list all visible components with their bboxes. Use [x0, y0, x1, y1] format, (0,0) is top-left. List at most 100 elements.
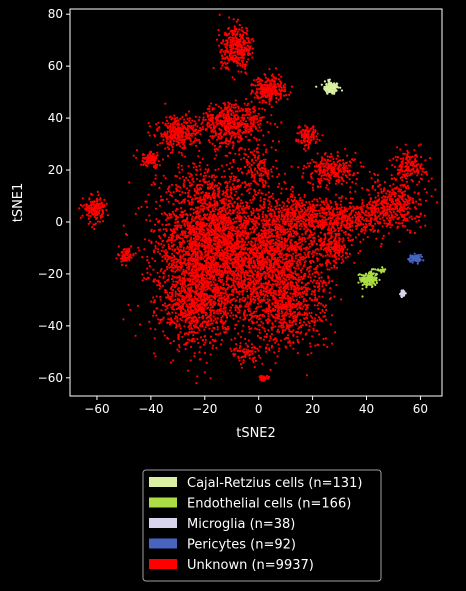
- data-point: [213, 327, 216, 330]
- data-point: [382, 270, 386, 273]
- data-point: [203, 351, 206, 355]
- data-point: [246, 248, 249, 251]
- data-point: [326, 268, 329, 271]
- data-point: [190, 258, 193, 261]
- data-point: [188, 189, 191, 192]
- data-point: [188, 330, 191, 333]
- data-point: [222, 193, 225, 196]
- data-point: [207, 306, 210, 309]
- data-point: [206, 186, 209, 189]
- data-point: [170, 277, 174, 281]
- data-point: [199, 268, 202, 271]
- data-point: [235, 315, 238, 318]
- data-point: [172, 280, 175, 283]
- data-point: [187, 267, 190, 270]
- data-point: [166, 307, 169, 310]
- data-point: [204, 289, 207, 292]
- data-point: [234, 304, 237, 307]
- data-point: [185, 212, 188, 216]
- data-point: [149, 219, 152, 222]
- data-point: [171, 275, 174, 278]
- data-point: [286, 244, 289, 247]
- data-point: [413, 252, 416, 255]
- data-point: [219, 183, 222, 186]
- data-point: [172, 228, 175, 231]
- data-point: [254, 295, 257, 298]
- data-point: [207, 234, 210, 237]
- data-point: [196, 255, 200, 258]
- data-point: [370, 274, 373, 277]
- data-point: [422, 259, 425, 262]
- data-point: [279, 233, 282, 236]
- data-point: [179, 237, 182, 240]
- data-point: [162, 228, 165, 231]
- data-point: [293, 260, 296, 263]
- data-point: [241, 201, 244, 205]
- data-point: [282, 287, 285, 290]
- data-point: [182, 240, 185, 243]
- data-point: [189, 256, 192, 259]
- data-point: [305, 248, 308, 251]
- data-point: [222, 238, 225, 241]
- data-point: [372, 272, 375, 275]
- data-point: [226, 207, 229, 210]
- data-point: [224, 210, 227, 214]
- data-point: [266, 262, 269, 266]
- data-point: [184, 198, 187, 201]
- data-point: [217, 291, 220, 294]
- data-point: [300, 225, 303, 228]
- data-point: [409, 260, 412, 263]
- data-point: [210, 318, 213, 321]
- data-point: [236, 197, 239, 201]
- data-point: [216, 317, 219, 320]
- data-point: [192, 166, 195, 169]
- data-point: [189, 172, 192, 176]
- data-point: [172, 191, 175, 194]
- data-point: [216, 235, 219, 238]
- data-point: [219, 228, 222, 232]
- data-point: [199, 358, 202, 361]
- data-point: [199, 295, 202, 298]
- data-point: [176, 276, 179, 279]
- data-point: [284, 265, 287, 268]
- data-point: [327, 80, 330, 83]
- data-point: [155, 218, 158, 221]
- data-point: [226, 299, 229, 302]
- data-point: [193, 188, 196, 191]
- data-point: [171, 311, 174, 314]
- data-point: [243, 275, 246, 278]
- data-point: [358, 276, 361, 279]
- data-point: [247, 241, 250, 244]
- data-point: [228, 180, 231, 183]
- data-point: [253, 261, 256, 264]
- data-point: [194, 244, 197, 248]
- data-point: [224, 239, 227, 242]
- data-point: [169, 318, 172, 321]
- data-point: [294, 270, 297, 273]
- data-point: [173, 261, 176, 264]
- data-point: [160, 242, 163, 246]
- data-point: [218, 189, 221, 192]
- data-point: [236, 211, 239, 214]
- data-point: [175, 234, 178, 237]
- data-point: [178, 346, 181, 349]
- data-point: [234, 208, 237, 211]
- data-point: [176, 348, 179, 351]
- data-point: [283, 280, 286, 283]
- data-point: [290, 276, 293, 279]
- data-point: [224, 269, 227, 272]
- data-point: [230, 293, 233, 296]
- data-point: [212, 258, 215, 261]
- data-point: [161, 284, 165, 287]
- data-point: [179, 331, 182, 334]
- data-point: [192, 180, 195, 183]
- data-point: [176, 246, 179, 249]
- data-point: [226, 325, 230, 328]
- data-point: [209, 302, 212, 305]
- data-point: [270, 230, 273, 233]
- data-point: [232, 317, 235, 320]
- data-point: [218, 234, 221, 237]
- data-point: [166, 312, 169, 315]
- data-point: [214, 339, 217, 342]
- data-point: [199, 173, 202, 176]
